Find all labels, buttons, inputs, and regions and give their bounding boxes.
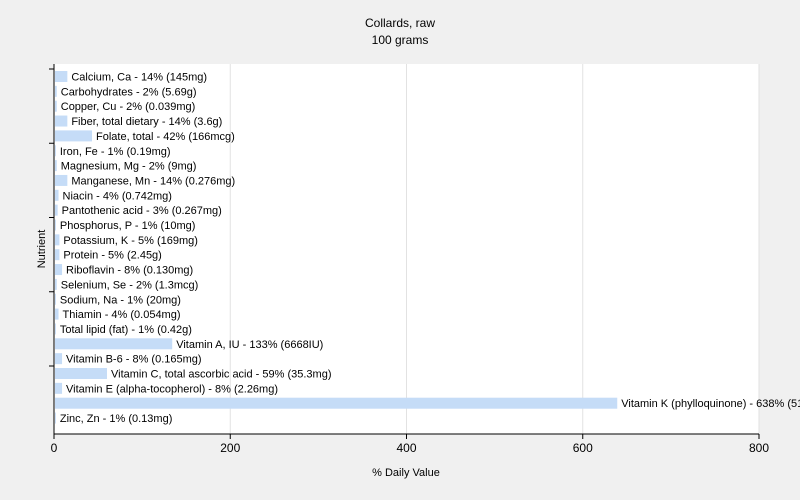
grid-lines	[229, 64, 760, 434]
bar	[55, 382, 63, 394]
x-axis-title: % Daily Value	[372, 467, 440, 479]
bar	[55, 85, 57, 97]
bar-label: Total lipid (fat) - 1% (0.42g)	[60, 324, 192, 336]
bar	[55, 293, 56, 305]
bar-label: Vitamin K (phylloquinone) - 638% (510.8m…	[621, 398, 800, 410]
bar	[55, 249, 60, 261]
y-axis-title: Nutrient	[36, 230, 48, 269]
bar	[55, 174, 68, 186]
bar-label: Sodium, Na - 1% (20mg)	[60, 294, 181, 306]
bar-label: Thiamin - 4% (0.054mg)	[63, 309, 181, 321]
bar-label: Calcium, Ca - 14% (145mg)	[71, 72, 207, 84]
bar-label: Carbohydrates - 2% (5.69g)	[61, 86, 197, 98]
bar	[55, 323, 56, 335]
bar	[55, 412, 56, 424]
bar-label: Magnesium, Mg - 2% (9mg)	[61, 161, 197, 173]
x-tick-label: 400	[396, 441, 416, 455]
bar	[55, 160, 57, 172]
x-tick-label: 0	[51, 441, 58, 455]
bar-label: Vitamin B-6 - 8% (0.165mg)	[66, 354, 202, 366]
bar-label: Pantothenic acid - 3% (0.267mg)	[62, 205, 222, 217]
bar	[55, 368, 107, 379]
bar-label: Fiber, total dietary - 14% (3.6g)	[71, 116, 222, 128]
x-tick-label: 600	[573, 441, 593, 455]
bar-label: Potassium, K - 5% (169mg)	[63, 235, 198, 247]
bar	[55, 100, 57, 112]
x-ticks: 0 200 400 600 800	[51, 434, 769, 455]
bar	[55, 264, 63, 276]
bar-label: Protein - 5% (2.45g)	[63, 250, 161, 262]
bar	[55, 308, 59, 320]
bar	[55, 397, 618, 409]
bar	[55, 219, 56, 231]
bar	[55, 234, 60, 246]
x-tick-label: 200	[220, 441, 240, 455]
bar-label: Vitamin A, IU - 133% (6668IU)	[176, 339, 323, 351]
bar	[55, 353, 63, 365]
chart-title: Collards, raw	[365, 16, 435, 30]
bar-label: Copper, Cu - 2% (0.039mg)	[61, 101, 196, 113]
bar	[55, 338, 173, 350]
bar-labels: Calcium, Ca - 14% (145mg) Carbohydrates -…	[60, 72, 800, 426]
bar	[55, 278, 57, 290]
bar-label: Riboflavin - 8% (0.130mg)	[66, 265, 193, 277]
bar-label: Niacin - 4% (0.742mg)	[63, 190, 172, 202]
bar	[55, 71, 68, 82]
bar	[55, 204, 58, 216]
bar	[55, 115, 68, 127]
bar-label: Phosphorus, P - 1% (10mg)	[60, 220, 196, 232]
bar-label: Folate, total - 42% (166mcg)	[96, 131, 235, 143]
bar-label: Vitamin E (alpha-tocopherol) - 8% (2.26m…	[66, 383, 278, 395]
bar-label: Zinc, Zn - 1% (0.13mg)	[60, 413, 172, 425]
bar	[55, 145, 56, 157]
bars	[55, 71, 618, 424]
bar	[55, 130, 93, 142]
bar-label: Vitamin C, total ascorbic acid - 59% (35…	[111, 369, 332, 381]
bar	[55, 189, 59, 201]
bar-label: Selenium, Se - 2% (1.3mcg)	[61, 279, 199, 291]
x-tick-label: 800	[749, 441, 769, 455]
bar-label: Manganese, Mn - 14% (0.276mg)	[71, 175, 235, 187]
bar-label: Iron, Fe - 1% (0.19mg)	[60, 146, 171, 158]
chart-subtitle: 100 grams	[372, 33, 429, 47]
